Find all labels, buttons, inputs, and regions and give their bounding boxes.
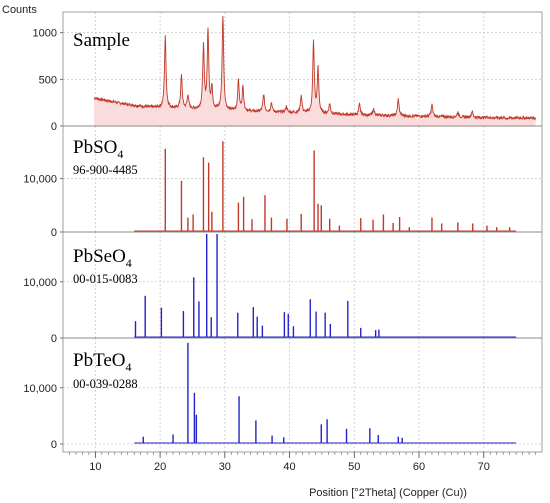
panel-code-1: 96-900-4485 [73,163,138,177]
y-tick-label: 1000 [33,28,57,40]
y-tick-label: 10,000 [23,383,57,395]
x-tick-label: 70 [478,461,490,473]
y-tick-label: 0 [51,227,57,239]
panel-code-2: 00-015-0083 [73,272,138,286]
panel-name-2: PbSeO4 [73,246,132,270]
panel-name-text: PbTeO [73,350,126,371]
x-tick-label: 40 [283,461,295,473]
panel-code-3: 00-039-0288 [73,377,138,391]
series-line-sample [93,15,536,121]
panel-name-subscript: 4 [126,256,132,270]
y-tick-label: 0 [51,121,57,133]
series-fill-sample [94,15,536,126]
panel-name-subscript: 4 [126,360,132,374]
panel-name-text: Sample [73,30,130,51]
x-tick-label: 20 [154,461,166,473]
panel-name-0: Sample [73,30,130,51]
panel-name-subscript: 4 [117,147,123,161]
panel-name-3: PbTeO4 [73,350,132,374]
y-axis-label: Counts [2,4,37,16]
y-tick-label: 10,000 [23,277,57,289]
x-axis-label: Position [°2Theta] (Copper (Cu)) [309,487,467,499]
y-tick-label: 10,000 [23,174,57,186]
y-tick-label: 0 [51,439,57,451]
panel-name-1: PbSO4 [73,137,123,161]
x-tick-label: 50 [348,461,360,473]
y-tick-label: 500 [39,74,57,86]
x-tick-label: 60 [413,461,425,473]
x-tick-label: 10 [89,461,101,473]
panel-name-text: PbSeO [73,246,126,267]
y-tick-label: 0 [51,333,57,345]
panel-name-text: PbSO [73,137,117,158]
x-tick-label: 30 [219,461,231,473]
